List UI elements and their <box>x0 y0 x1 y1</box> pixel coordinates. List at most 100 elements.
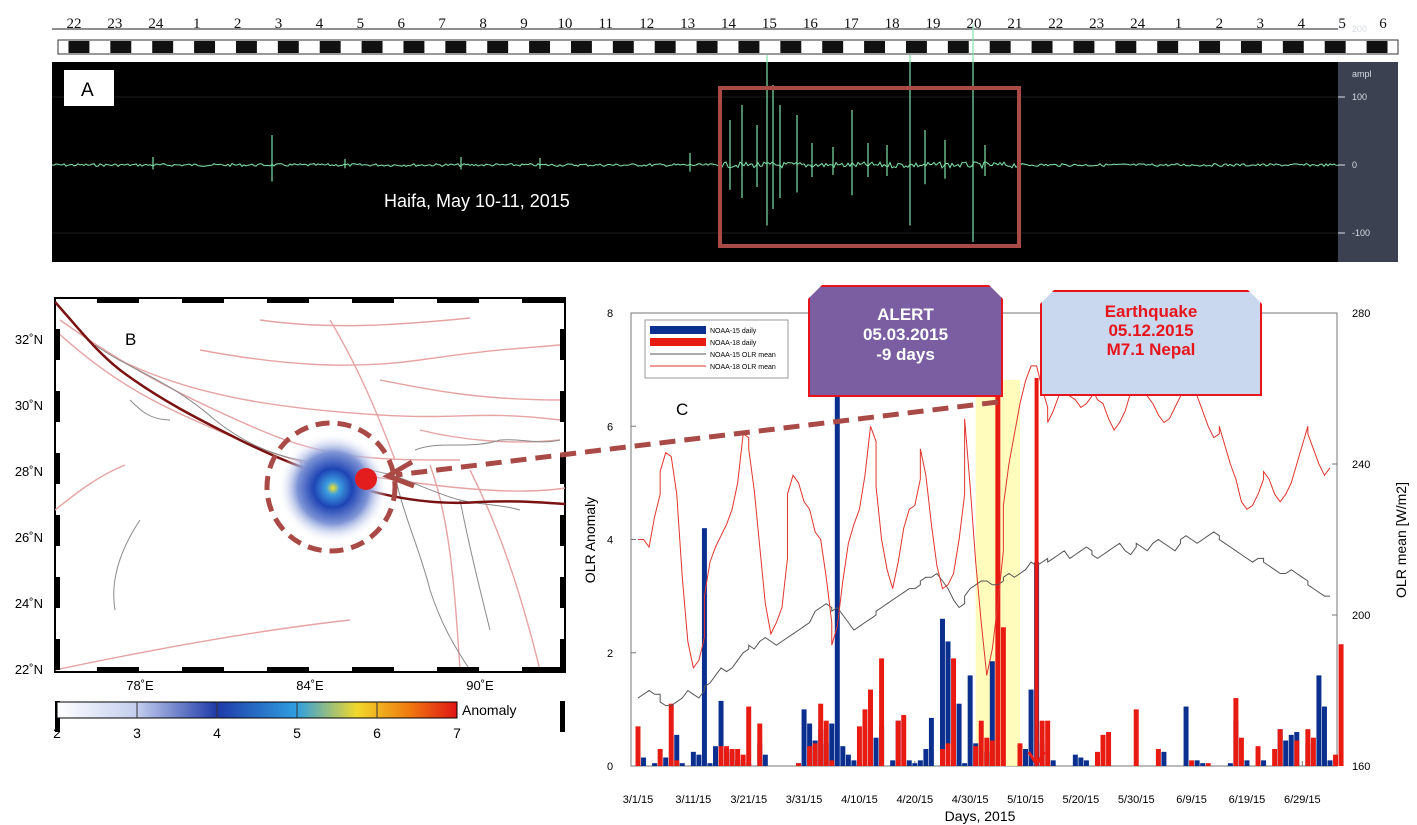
noaa15-bar <box>1288 734 1294 766</box>
amplitude-axis-panel <box>1338 62 1398 262</box>
time-strip-block <box>1282 41 1304 53</box>
panel-c-letter: C <box>676 400 688 419</box>
noaa18-bar <box>901 715 907 766</box>
x-axis-label: Days, 2015 <box>945 808 1016 824</box>
time-strip-block <box>445 41 467 53</box>
olr-anomaly-blob <box>278 433 388 543</box>
noaa15-bar <box>1305 743 1311 766</box>
legend-swatch <box>650 338 706 346</box>
noaa15-bar <box>690 751 696 766</box>
hour-tick-label: 13 <box>680 16 695 32</box>
y-tick-label: 4 <box>607 535 613 547</box>
hour-tick-label: 18 <box>885 16 900 32</box>
noaa15-bar <box>729 751 735 766</box>
y-axis-label: OLR Anomaly <box>582 497 598 583</box>
noaa15-bar <box>1261 760 1267 766</box>
amplitude-tick-label: -100 <box>1352 228 1370 238</box>
map-frame-tick <box>55 453 60 484</box>
noaa15-bar <box>956 703 962 766</box>
noaa15-bar <box>1023 749 1029 766</box>
time-scale-strip <box>57 39 1399 55</box>
time-strip-block <box>864 41 886 53</box>
noaa18-bar <box>818 703 824 766</box>
time-strip-block <box>570 41 592 53</box>
noaa18-bar <box>746 706 752 766</box>
x-tick-label: 4/20/15 <box>896 794 933 806</box>
map-frame-tick <box>560 391 565 422</box>
map-frame-tick <box>267 667 309 672</box>
time-strip-block <box>194 41 216 53</box>
noaa18-bar <box>807 746 813 766</box>
seismic-trace <box>51 161 1339 170</box>
time-strip-block <box>68 41 90 53</box>
time-strip-block <box>529 41 551 53</box>
noaa15-bar <box>1034 562 1040 766</box>
noaa15-bar <box>845 754 851 766</box>
time-strip-block <box>738 41 760 53</box>
noaa15-bar <box>1083 760 1089 766</box>
time-strip-block <box>1115 41 1137 53</box>
map-frame-tick <box>560 577 565 608</box>
colorbar-label: Anomaly <box>462 702 516 718</box>
latitude-label: 26˚N <box>15 530 43 545</box>
noaa18-bar <box>729 749 735 766</box>
time-strip-block <box>1073 41 1095 53</box>
hour-tick-label: 16 <box>803 16 819 32</box>
hour-tick-label: 5 <box>357 16 365 32</box>
hour-tick-label: 3 <box>275 16 283 32</box>
noaa15-bar <box>679 763 685 766</box>
hour-tick-label: 6 <box>398 16 406 32</box>
time-strip-block <box>1157 41 1179 53</box>
noaa18-bar <box>984 737 990 766</box>
noaa15-bar <box>967 675 973 766</box>
noaa18-bar <box>1133 709 1139 766</box>
x-tick-label: 3/21/15 <box>730 794 767 806</box>
map-frame-tick <box>560 329 565 360</box>
amplitude-unit-label: ampl <box>1352 69 1372 79</box>
noaa18-bar <box>1094 751 1100 766</box>
noaa15-bar <box>696 754 702 766</box>
legend-entry: NOAA-15 OLR mean <box>710 352 776 359</box>
time-strip-block <box>487 41 509 53</box>
x-tick-label: 4/10/15 <box>841 794 878 806</box>
noaa15-bar <box>718 700 724 766</box>
legend-entry: NOAA-18 daily <box>710 340 757 347</box>
noaa18-bar <box>1277 729 1283 766</box>
time-strip-block <box>152 41 174 53</box>
hour-tick-label: 17 <box>844 16 860 32</box>
noaa15-bar <box>939 618 945 766</box>
amplitude-tick-label: 100 <box>1352 92 1367 102</box>
noaa18-bar <box>1333 754 1339 766</box>
noaa15-bar <box>840 746 846 766</box>
y2-tick-label: 160 <box>1352 761 1370 773</box>
noaa18-bar <box>635 726 641 766</box>
noaa18-bar <box>973 746 979 766</box>
noaa15-bar <box>868 760 874 766</box>
noaa18-bar <box>939 749 945 766</box>
noaa15-bar <box>1161 751 1167 766</box>
alert-title: ALERT <box>877 305 934 324</box>
time-strip-block <box>1199 41 1221 53</box>
noaa15-bar <box>928 717 934 766</box>
hour-tick-label: 4 <box>316 16 324 32</box>
legend-frame <box>644 319 789 379</box>
noaa18-bar <box>895 720 901 766</box>
hour-tick-label: 9 <box>520 16 528 32</box>
noaa18-mean-line <box>638 365 1331 676</box>
alert-lead-time: -9 days <box>876 345 935 364</box>
time-strip-block <box>822 41 844 53</box>
hour-tick-label: 23 <box>1089 16 1104 32</box>
noaa18-bar <box>668 703 674 766</box>
map-frame-tick <box>55 577 60 608</box>
x-tick-label: 6/19/15 <box>1229 794 1266 806</box>
earthquake-magnitude: M7.1 Nepal <box>1106 340 1196 359</box>
x-tick-label: 6/9/15 <box>1176 794 1207 806</box>
noaa15-bar <box>1200 763 1206 766</box>
noaa15-bar <box>1327 760 1333 766</box>
noaa15-bar <box>1277 729 1283 766</box>
noaa15-bar <box>1294 732 1300 766</box>
map-frame-tick <box>97 298 139 303</box>
x-tick-label: 3/31/15 <box>786 794 823 806</box>
noaa15-bar <box>984 751 990 766</box>
hour-tick-label: 1 <box>1175 16 1183 32</box>
